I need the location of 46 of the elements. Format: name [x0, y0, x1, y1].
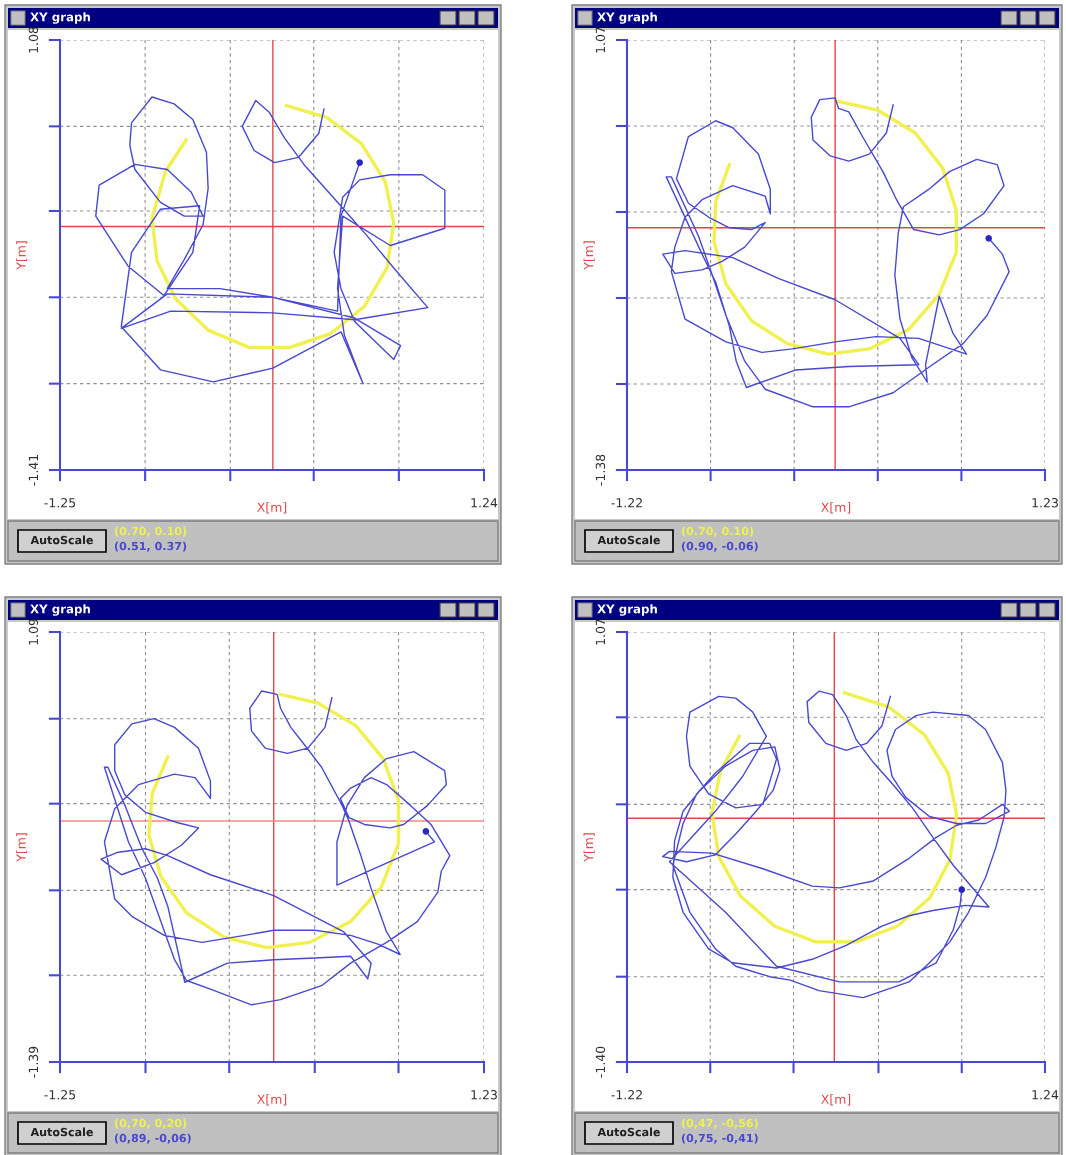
y-tick-label: 1.07: [595, 27, 606, 53]
chart-title: XY graph: [597, 604, 657, 616]
x-tick-label: -1.25: [44, 498, 76, 508]
text: (0,70, 0,20): [114, 1118, 187, 1129]
y-axis-title: Y[m]: [16, 833, 28, 862]
line-series: [661, 690, 1011, 999]
text: (0.70, 0.10): [681, 526, 754, 537]
text: AutoScale: [30, 535, 93, 545]
x-axis-title: X[m]: [257, 502, 287, 514]
line-series: [150, 103, 396, 350]
y-tick-label: -1.40: [595, 1046, 606, 1078]
line-series: [100, 690, 451, 1006]
line-series: [712, 99, 958, 356]
x-axis-title: X[m]: [821, 1094, 851, 1106]
x-tick-label: 1.23: [471, 1090, 497, 1100]
y-axis-title: Y[m]: [583, 241, 595, 270]
text: (0.51, 0.37): [114, 541, 187, 552]
text: AutoScale: [597, 1127, 660, 1137]
chart-title: XY graph: [30, 12, 90, 24]
line-series: [95, 96, 446, 385]
x-tick-label: 1.23: [1032, 498, 1058, 508]
x-axis-title: X[m]: [257, 1094, 287, 1106]
y-tick-label: 1.07: [595, 619, 606, 645]
x-axis-title: X[m]: [821, 502, 851, 514]
text: (0.90, -0.06): [681, 541, 758, 552]
x-tick-label: -1.25: [44, 1090, 76, 1100]
y-tick-label: -1.39: [28, 1046, 39, 1078]
text: AutoScale: [30, 1127, 93, 1137]
chart-title: XY graph: [30, 604, 90, 616]
x-tick-label: 1.24: [471, 498, 498, 508]
line-series: [662, 97, 1010, 408]
x-tick-label: -1.22: [611, 1090, 642, 1100]
y-axis-title: Y[m]: [583, 833, 595, 862]
chart-title: XY graph: [597, 12, 657, 24]
x-tick-label: 1.24: [1032, 1090, 1059, 1100]
text: AutoScale: [597, 535, 660, 545]
text: (0.70, 0.10): [114, 526, 187, 537]
y-axis-title: Y[m]: [16, 241, 28, 270]
line-series: [147, 692, 401, 950]
text: (0,75, -0,41): [681, 1133, 758, 1144]
y-tick-label: -1.41: [28, 454, 38, 486]
y-tick-label: -1.38: [595, 454, 606, 486]
line-series: [710, 691, 959, 944]
text: (0,89, -0,06): [114, 1133, 191, 1144]
x-tick-label: -1.22: [611, 498, 642, 508]
text: (0,47, -0,56): [681, 1118, 758, 1129]
